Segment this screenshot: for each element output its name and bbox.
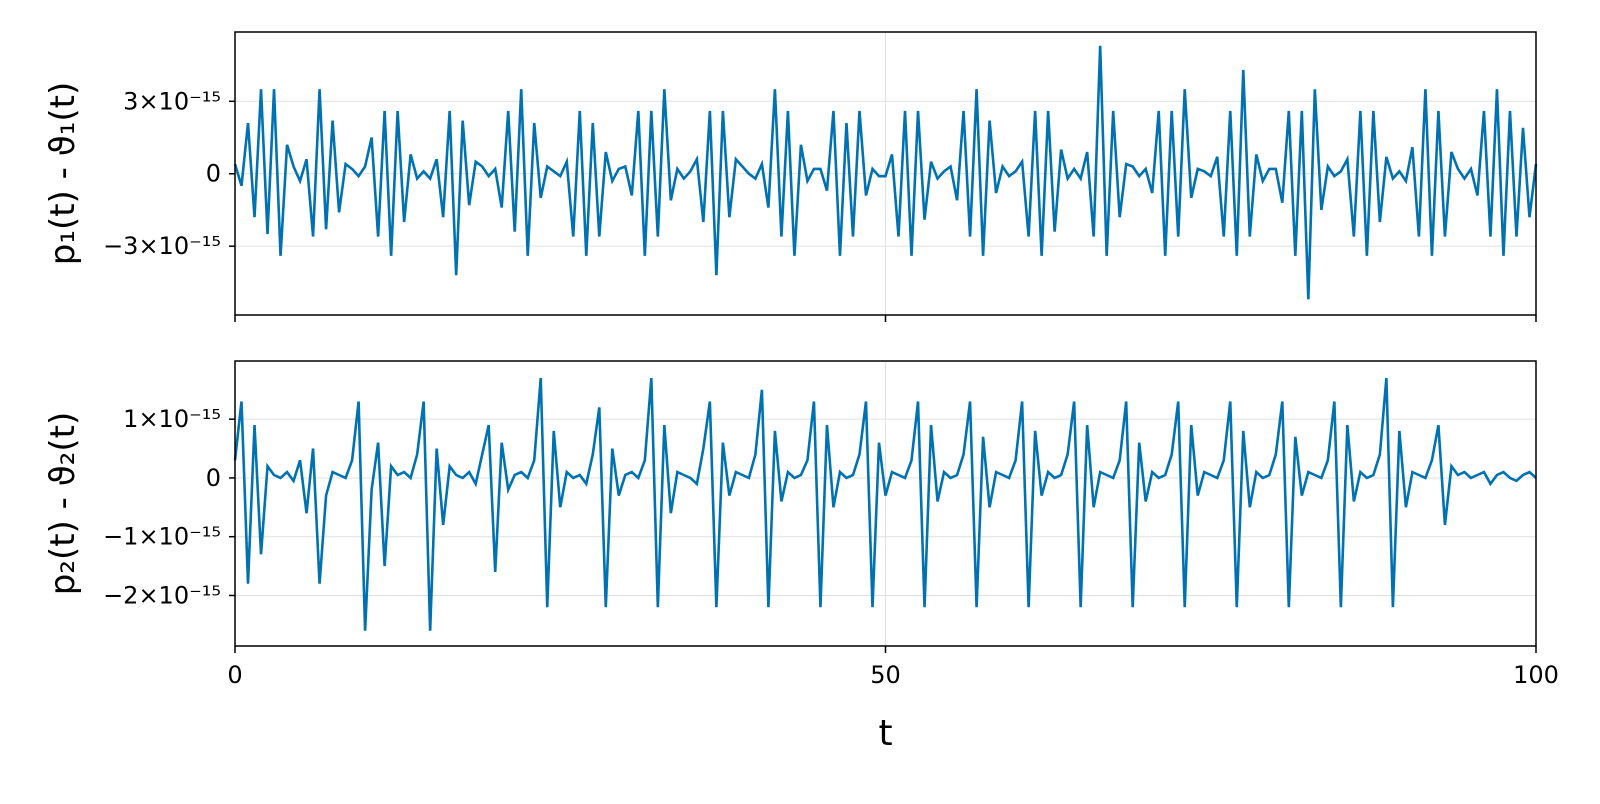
x-axis-label: t [878, 713, 892, 754]
y-tick-label: −3×10⁻¹⁵ [103, 232, 221, 260]
y-tick-label: 0 [206, 464, 221, 492]
x-tick-label: 50 [870, 661, 901, 689]
y-axis-label: p₁(t) - ϑ₁(t) [43, 82, 83, 266]
y-tick-label: −2×10⁻¹⁵ [103, 581, 221, 609]
plot-frame [234, 31, 1537, 316]
y-tick-label: 0 [206, 160, 221, 188]
data-line [233, 45, 1538, 300]
y-tick-label: −1×10⁻¹⁵ [103, 523, 221, 551]
y-tick-label: 3×10⁻¹⁵ [123, 87, 221, 115]
x-tick-label: 0 [227, 661, 242, 689]
x-tick-label: 100 [1513, 661, 1559, 689]
y-tick-label: 1×10⁻¹⁵ [123, 405, 221, 433]
data-line [233, 377, 1537, 631]
y-axis-label: p₂(t) - ϑ₂(t) [43, 412, 83, 596]
plot-frame [234, 360, 1537, 647]
